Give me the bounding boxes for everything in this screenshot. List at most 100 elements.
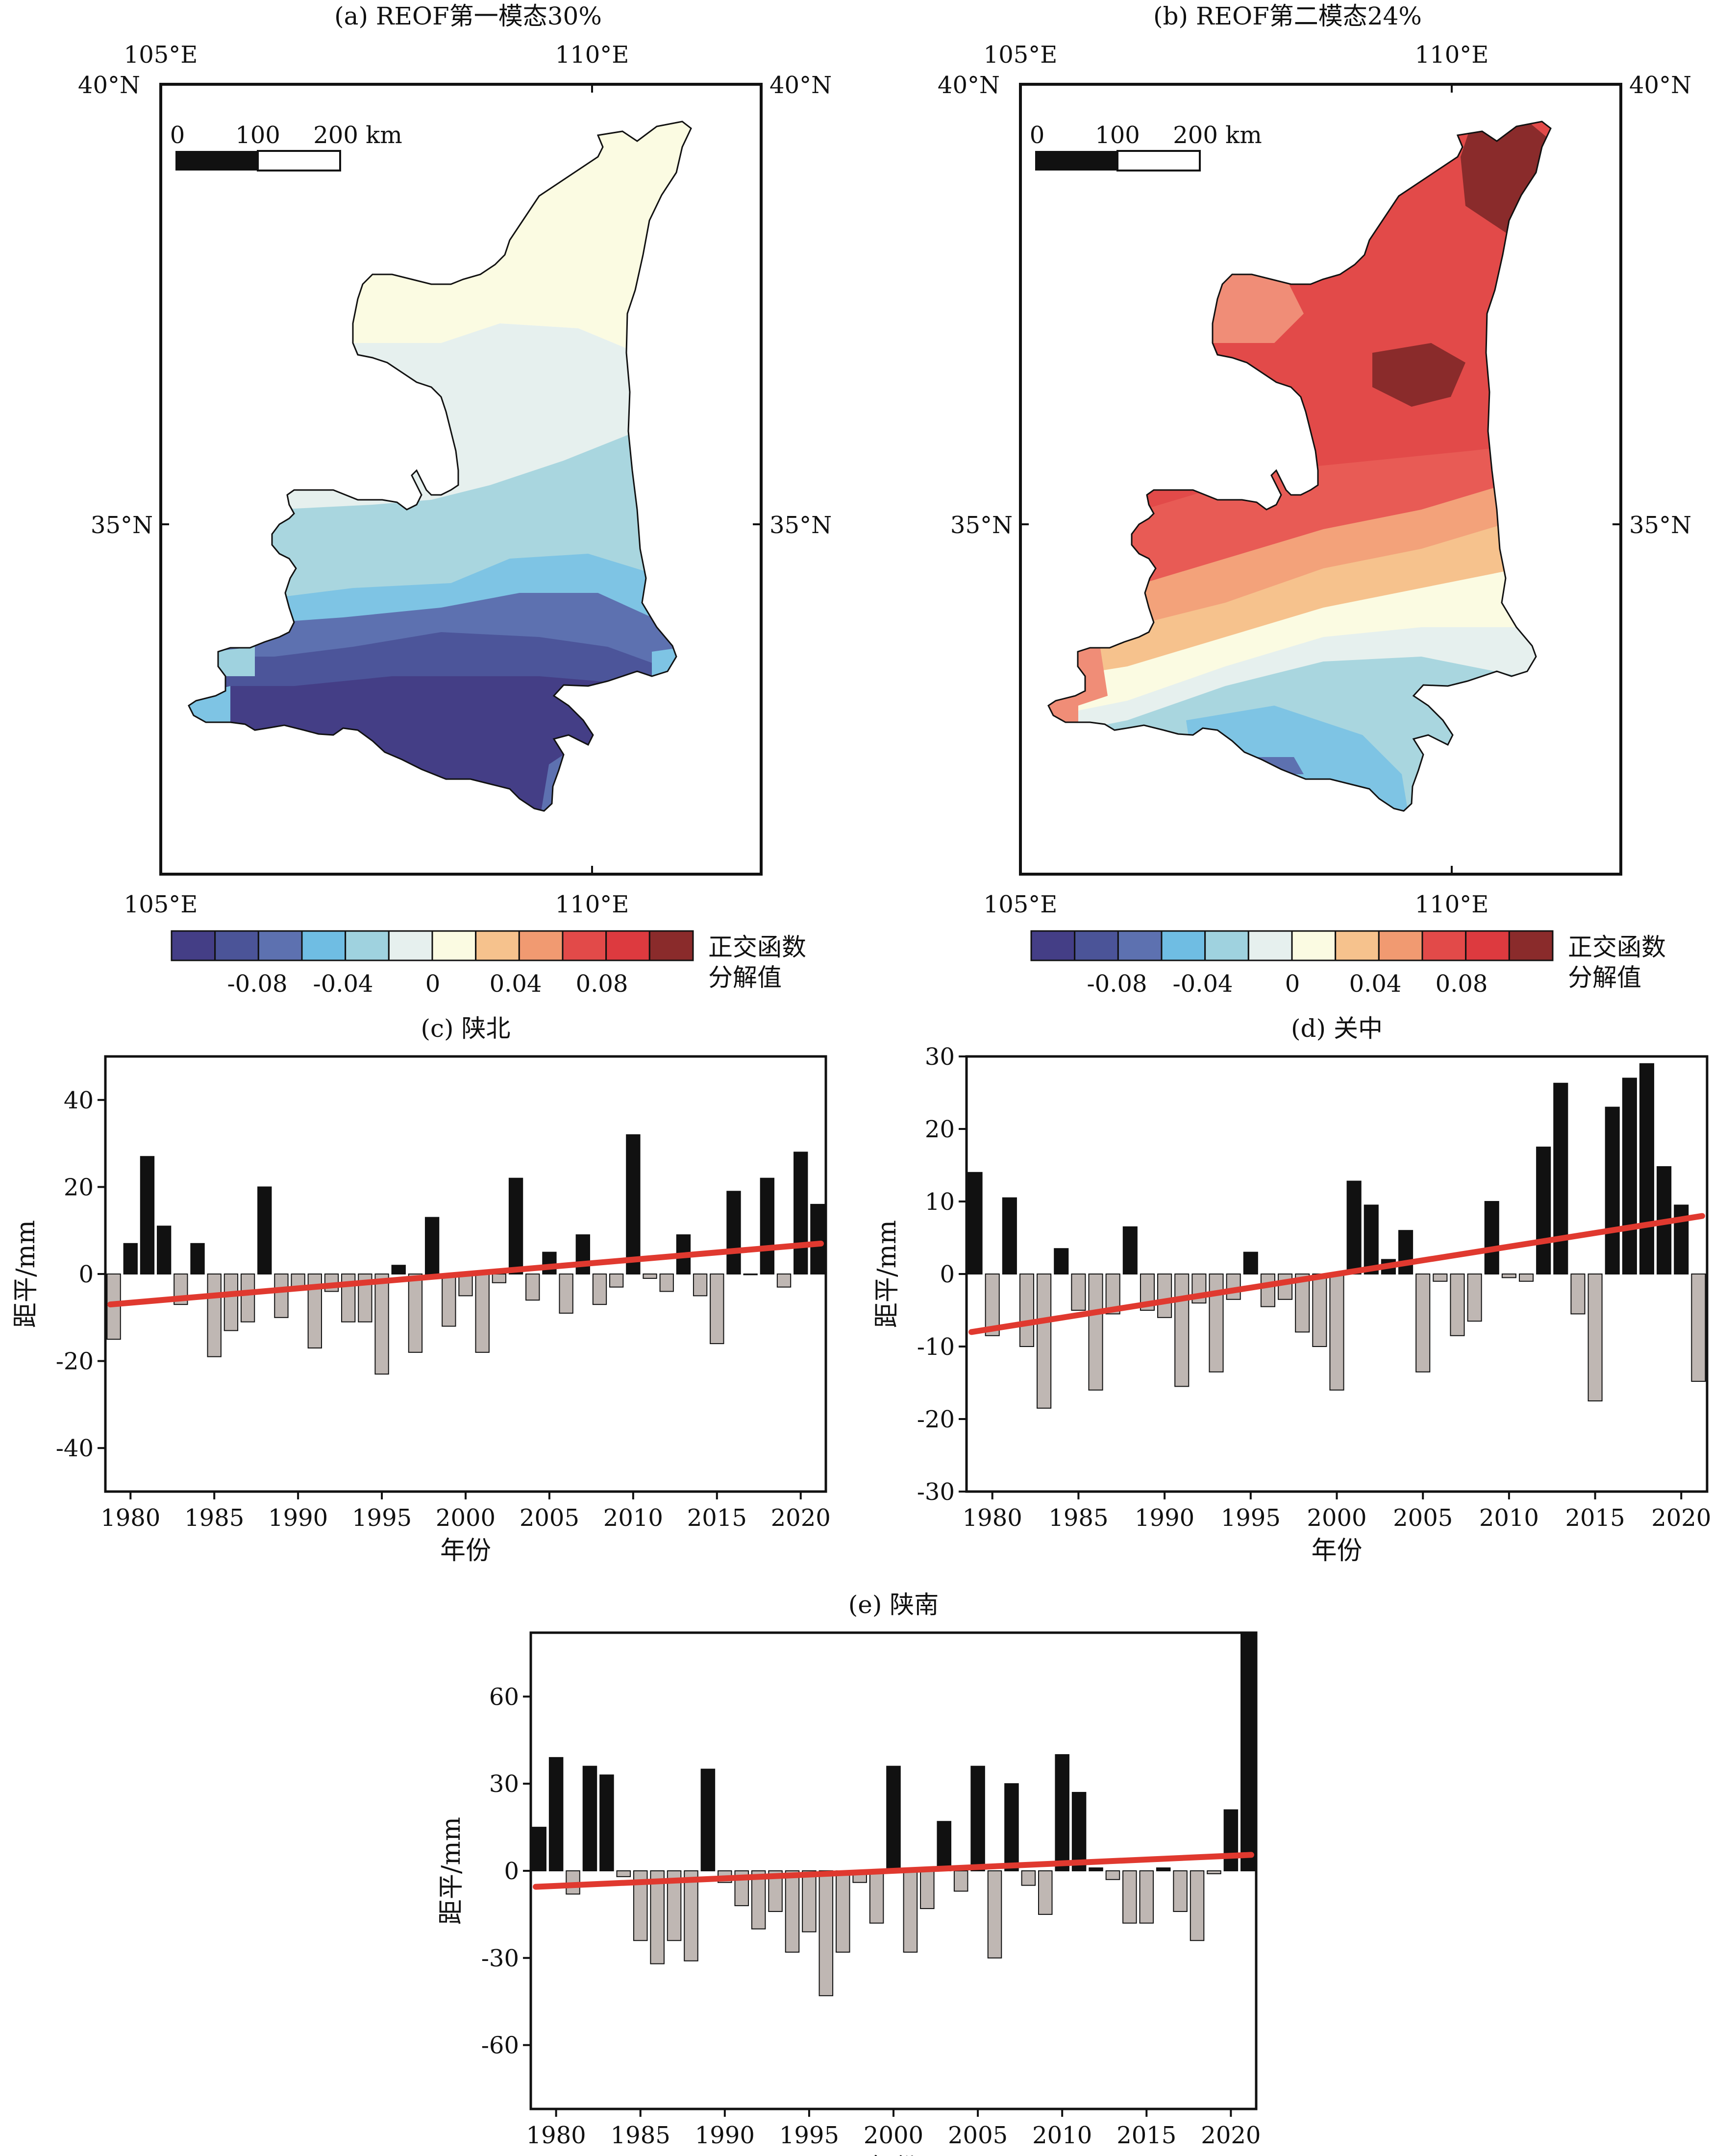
bar-d-2015	[1587, 1274, 1603, 1401]
colorbar-tick-a-0: -0.08	[227, 970, 287, 998]
map-b-band-1	[1201, 274, 1304, 343]
colorbar-b-swatch-2	[1117, 930, 1163, 961]
bar-e-1988	[684, 1870, 698, 1961]
bar-d-1986	[1088, 1274, 1103, 1391]
bar-e-2003	[937, 1821, 952, 1871]
scale-label-100-a: 100	[235, 122, 280, 149]
bar-d-2012	[1536, 1147, 1551, 1274]
colorbar-a-swatch-6	[431, 930, 477, 961]
xtick-d-2010: 2010	[1479, 1504, 1539, 1532]
bar-c-2009	[609, 1274, 624, 1288]
ylabel-c: 距平/mm	[11, 1220, 41, 1328]
colorbar-a-swatch-0	[171, 930, 216, 961]
colorbar-a-swatch-9	[562, 930, 607, 961]
bar-e-1989	[700, 1768, 716, 1872]
chart-title-d: (d) 关中	[1291, 1014, 1383, 1043]
xtick-e-1990: 1990	[695, 2122, 755, 2149]
lon-tick-top-105-a: 105°E	[124, 41, 198, 69]
lat-tick-right-40-a: 40°N	[769, 72, 832, 99]
bar-c-1990	[291, 1274, 305, 1288]
colorbar-tick-b-0: -0.08	[1087, 970, 1147, 998]
bar-e-1992	[751, 1870, 766, 1930]
ytick-d-10: 10	[925, 1188, 955, 1216]
bar-c-1996	[391, 1265, 406, 1274]
bar-d-2005	[1415, 1274, 1431, 1372]
colorbar-label-a-1: 正交函数	[708, 933, 806, 961]
bar-c-2012	[659, 1274, 674, 1292]
xtick-d-2015: 2015	[1565, 1504, 1625, 1532]
bar-e-2000	[886, 1765, 901, 1871]
xtick-d-1985: 1985	[1048, 1504, 1108, 1532]
bar-c-1989	[274, 1274, 289, 1318]
colorbar-b-swatch-1	[1074, 930, 1119, 961]
bar-c-2010	[626, 1134, 641, 1275]
xtick-c-1985: 1985	[184, 1504, 244, 1532]
colorbar-b	[1030, 930, 1554, 961]
bar-d-2004	[1398, 1230, 1414, 1274]
ytick-d-0: 0	[940, 1261, 955, 1288]
bar-d-2006	[1433, 1274, 1448, 1282]
ytick-d-20: 20	[925, 1116, 955, 1143]
map-a-band-10	[211, 647, 255, 676]
ytick-d-30: 30	[925, 1043, 955, 1071]
bar-d-2018	[1639, 1063, 1655, 1275]
xtick-c-1980: 1980	[100, 1504, 160, 1532]
xtick-d-1995: 1995	[1221, 1504, 1281, 1532]
colorbar-b-swatch-0	[1030, 930, 1076, 961]
bar-d-2010	[1501, 1274, 1516, 1278]
colorbar-b-swatch-7	[1335, 930, 1380, 961]
bar-d-2000	[1329, 1274, 1344, 1391]
bar-e-2013	[1105, 1870, 1120, 1880]
xtick-c-2020: 2020	[771, 1504, 831, 1532]
bar-c-2003	[508, 1177, 523, 1274]
colorbar-a-swatch-8	[518, 930, 564, 961]
bar-e-1980	[548, 1757, 564, 1872]
ytick-d--10: -10	[917, 1333, 955, 1361]
bar-c-1982	[156, 1225, 172, 1275]
colorbar-b-swatch-5	[1247, 930, 1293, 961]
colorbar-tick-b-3: 0.04	[1349, 970, 1402, 998]
lon-tick-top-105-b: 105°E	[984, 41, 1058, 69]
bar-c-1997	[408, 1274, 423, 1353]
colorbar-label-b-2: 分解值	[1568, 963, 1641, 992]
bar-c-1984	[190, 1243, 205, 1275]
colorbar-tick-a-4: 0.08	[576, 970, 628, 998]
ytick-c-0: 0	[78, 1261, 94, 1288]
xtick-d-2020: 2020	[1651, 1504, 1711, 1532]
bar-d-1981	[1002, 1197, 1017, 1275]
colorbar-tick-a-3: 0.04	[490, 970, 542, 998]
bar-c-2005	[542, 1251, 557, 1275]
bar-d-2001	[1346, 1180, 1362, 1275]
bar-d-1983	[1037, 1274, 1052, 1409]
ytick-c-20: 20	[64, 1174, 94, 1201]
colorbar-b-swatch-8	[1378, 930, 1423, 961]
ytick-c-40: 40	[64, 1087, 94, 1114]
xtick-c-2010: 2010	[603, 1504, 663, 1532]
bar-e-1994	[785, 1870, 800, 1953]
bar-e-2009	[1038, 1870, 1053, 1915]
bar-c-2007	[575, 1234, 590, 1275]
bar-c-1980	[123, 1243, 138, 1275]
colorbar-tick-a-1: -0.04	[313, 970, 373, 998]
xtick-c-1995: 1995	[352, 1504, 412, 1532]
ytick-d--30: -30	[917, 1478, 955, 1506]
scale-label-100-b: 100	[1095, 122, 1140, 149]
bar-d-2013	[1553, 1082, 1568, 1274]
colorbar-b-swatch-9	[1421, 930, 1467, 961]
bar-chart-d: (d) 关中 -30 -20 -10 0 10 20 30 1980 1985 1990 1995 20…	[872, 1014, 1711, 1566]
bar-e-1984	[616, 1870, 631, 1877]
bar-c-2021	[810, 1203, 825, 1274]
lon-tick-top-110-b: 110°E	[1415, 41, 1489, 69]
bar-c-1988	[257, 1186, 272, 1274]
colorbar-a-swatch-4	[345, 930, 390, 961]
colorbar-tick-a-2: 0	[425, 970, 441, 998]
lon-tick-bottom-110-b: 110°E	[1415, 891, 1489, 918]
xtick-c-1990: 1990	[268, 1504, 328, 1532]
colorbar-tick-b-2: 0	[1285, 970, 1300, 998]
map-a-band-3	[189, 554, 691, 637]
province-outline-b	[1047, 121, 1552, 812]
bar-c-1998	[424, 1217, 440, 1275]
bar-c-2019	[776, 1274, 792, 1288]
ylabel-d: 距平/mm	[872, 1220, 902, 1328]
scale-bar-b: 0 100 200 km	[1030, 122, 1262, 172]
